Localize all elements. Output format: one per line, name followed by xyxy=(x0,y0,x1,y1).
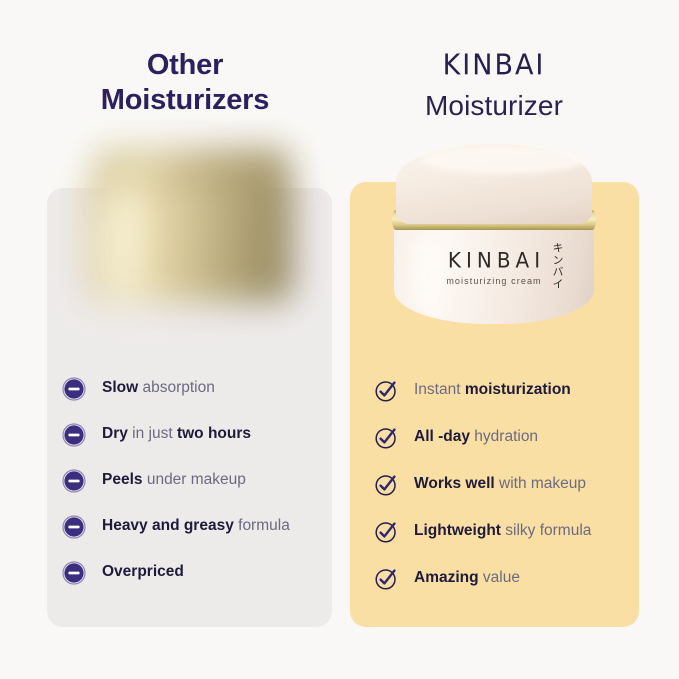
list-item-label: Works well with makeup xyxy=(414,475,587,493)
list-item-label: Heavy and greasy formula xyxy=(102,517,290,535)
blurred-jar-lid xyxy=(96,148,290,188)
minus-circle-icon xyxy=(62,560,86,585)
right-header-subtitle: Moisturizer xyxy=(424,89,563,121)
list-item-label: Dry in just two hours xyxy=(102,425,252,443)
minus-circle-icon xyxy=(62,376,86,401)
list-item: Dry in just two hours xyxy=(62,420,324,449)
check-circle-icon xyxy=(374,379,398,403)
kinbai-product-jar-image: KINBAI moisturizing cream キンバイ xyxy=(388,144,600,326)
check-circle-icon xyxy=(374,567,398,591)
kinbai-brand-logo: KINBAI xyxy=(442,49,546,82)
jar-lid-highlight xyxy=(420,146,584,174)
check-circle-icon xyxy=(374,473,398,497)
right-column-header: KINBAI Moisturizer xyxy=(348,49,640,123)
left-header-line2: Moisturizers xyxy=(100,84,270,117)
jar-katakana-text: キンバイ xyxy=(551,242,564,290)
minus-circle-icon xyxy=(62,468,86,493)
check-circle-icon xyxy=(374,520,398,544)
other-moisturizer-feature-list: Slow absorption Dry in just two hours Pe… xyxy=(62,374,324,604)
left-header-line1: Other xyxy=(146,49,224,81)
list-item: Amazing value xyxy=(374,564,636,593)
check-circle-icon xyxy=(374,426,398,450)
list-item-label: Overpriced xyxy=(102,563,184,581)
list-item: Works well with makeup xyxy=(374,470,636,499)
list-item-label: Peels under makeup xyxy=(102,471,246,489)
list-item-label: All -day hydration xyxy=(414,428,539,446)
kinbai-feature-list: Instant moisturization All -day hydratio… xyxy=(374,376,636,611)
list-item: Lightweight silky formula xyxy=(374,517,636,546)
left-column-header: Other Moisturizers xyxy=(40,48,330,119)
list-item-label: Instant moisturization xyxy=(414,381,571,399)
jar-lid xyxy=(396,144,592,224)
jar-body-highlight xyxy=(410,232,444,310)
list-item: Peels under makeup xyxy=(62,466,324,495)
list-item: Slow absorption xyxy=(62,374,324,403)
list-item-label: Slow absorption xyxy=(102,379,215,397)
minus-circle-icon xyxy=(62,422,86,447)
list-item-label: Amazing value xyxy=(414,569,520,587)
list-item: Heavy and greasy formula xyxy=(62,512,324,541)
list-item: Instant moisturization xyxy=(374,376,636,405)
list-item: All -day hydration xyxy=(374,423,636,452)
minus-circle-icon xyxy=(62,514,86,539)
list-item-label: Lightweight silky formula xyxy=(414,522,592,540)
list-item: Overpriced xyxy=(62,558,324,587)
